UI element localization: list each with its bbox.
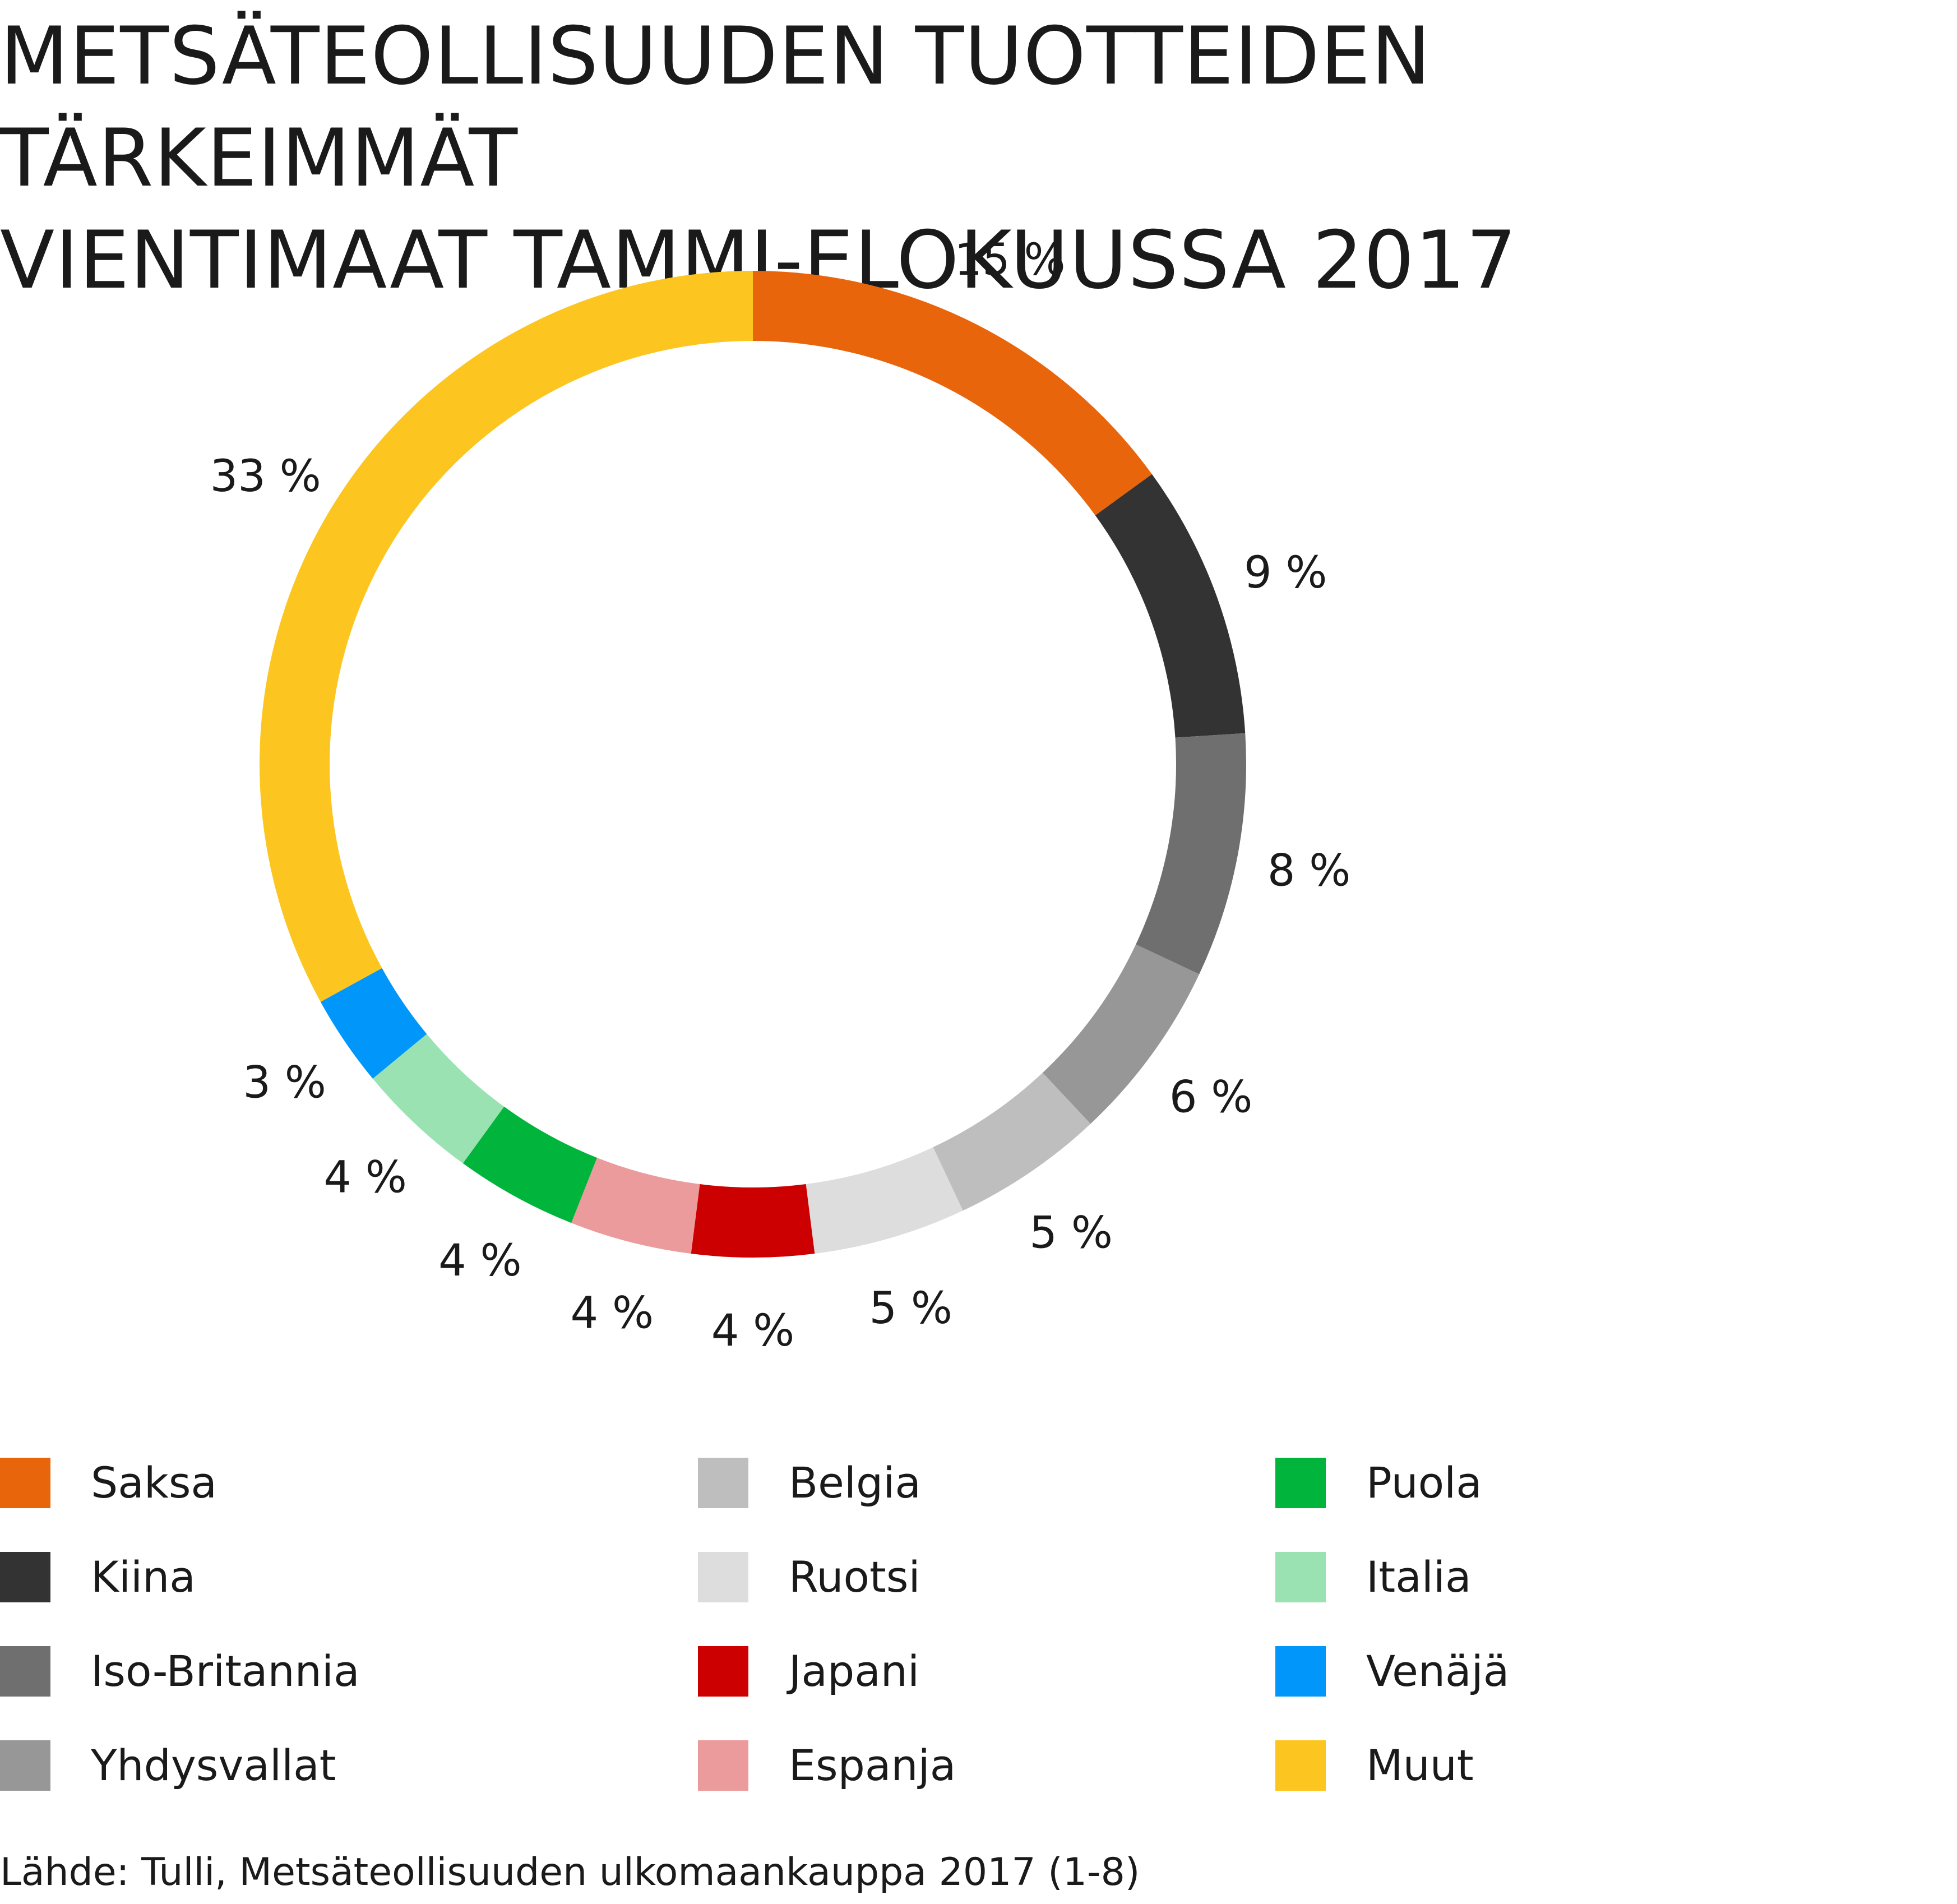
slice-label-muut: 33 % bbox=[210, 451, 321, 502]
slice-venaja bbox=[320, 968, 427, 1079]
slice-muut bbox=[260, 271, 753, 1002]
legend-label: Saksa bbox=[91, 1458, 217, 1508]
slice-label-belgia: 5 % bbox=[1029, 1208, 1113, 1258]
slice-label-yhdysvallat: 6 % bbox=[1169, 1073, 1253, 1123]
slice-yhdysvallat bbox=[1042, 944, 1200, 1124]
legend-swatch bbox=[1275, 1646, 1326, 1697]
slice-label-japani: 4 % bbox=[711, 1306, 795, 1356]
chart-title: METSÄTEOLLISUUDEN TUOTTEIDEN TÄRKEIMMÄT … bbox=[0, 6, 1906, 312]
legend-label: Venäjä bbox=[1366, 1646, 1510, 1696]
legend-label: Italia bbox=[1366, 1552, 1472, 1602]
slice-saksa bbox=[753, 271, 1152, 516]
legend-label: Belgia bbox=[789, 1458, 921, 1508]
legend-swatch bbox=[1275, 1740, 1326, 1791]
slice-label-kiina: 9 % bbox=[1244, 548, 1327, 598]
slice-labels: 15 % 9 % 8 % 6 % 5 % 5 % 4 % 4 % 4 % 4 % 3 % 33 % bbox=[210, 235, 1351, 1356]
legend-label: Ruotsi bbox=[789, 1552, 920, 1602]
slice-ruotsi bbox=[806, 1147, 963, 1254]
slice-iso-britannia bbox=[1136, 733, 1246, 974]
slice-label-italia: 4 % bbox=[323, 1152, 407, 1203]
legend-swatch bbox=[0, 1458, 50, 1508]
donut-slices bbox=[260, 271, 1246, 1258]
legend-label: Espanja bbox=[789, 1740, 956, 1790]
donut-chart: 15 % 9 % 8 % 6 % 5 % 5 % 4 % 4 % 4 % 4 % 3 % 33 % bbox=[210, 235, 1351, 1356]
legend-swatch bbox=[698, 1740, 748, 1791]
slice-espanja bbox=[571, 1157, 700, 1254]
slice-label-ruotsi: 5 % bbox=[869, 1283, 953, 1334]
legend-label: Japani bbox=[789, 1646, 920, 1696]
slice-label-iso-britannia: 8 % bbox=[1267, 845, 1351, 896]
slice-label-venaja: 3 % bbox=[243, 1058, 326, 1108]
slice-belgia bbox=[933, 1073, 1091, 1211]
slice-label-espanja: 4 % bbox=[571, 1288, 654, 1338]
chart-title-line-1: METSÄTEOLLISUUDEN TUOTTEIDEN TÄRKEIMMÄT bbox=[0, 10, 1431, 205]
legend-swatch bbox=[698, 1552, 748, 1602]
slice-italia bbox=[372, 1034, 505, 1163]
legend-swatch bbox=[698, 1646, 748, 1697]
slice-label-saksa: 15 % bbox=[954, 235, 1065, 285]
legend-label: Muut bbox=[1366, 1740, 1474, 1790]
legend-label: Yhdysvallat bbox=[91, 1740, 336, 1790]
legend-label: Kiina bbox=[91, 1552, 196, 1602]
slice-japani bbox=[691, 1184, 815, 1258]
legend-swatch bbox=[0, 1646, 50, 1697]
slice-kiina bbox=[1095, 474, 1246, 738]
slice-label-puola: 4 % bbox=[438, 1236, 522, 1286]
legend-swatch bbox=[0, 1740, 50, 1791]
legend-swatch bbox=[1275, 1552, 1326, 1602]
slice-puola bbox=[462, 1106, 598, 1223]
legend-swatch bbox=[1275, 1458, 1326, 1508]
legend-label: Iso-Britannia bbox=[91, 1646, 360, 1696]
legend-swatch bbox=[698, 1458, 748, 1508]
legend-label: Puola bbox=[1366, 1458, 1482, 1508]
legend-swatch bbox=[0, 1552, 50, 1602]
source-note: Lähde: Tulli, Metsäteollisuuden ulkomaan… bbox=[0, 1850, 1140, 1894]
